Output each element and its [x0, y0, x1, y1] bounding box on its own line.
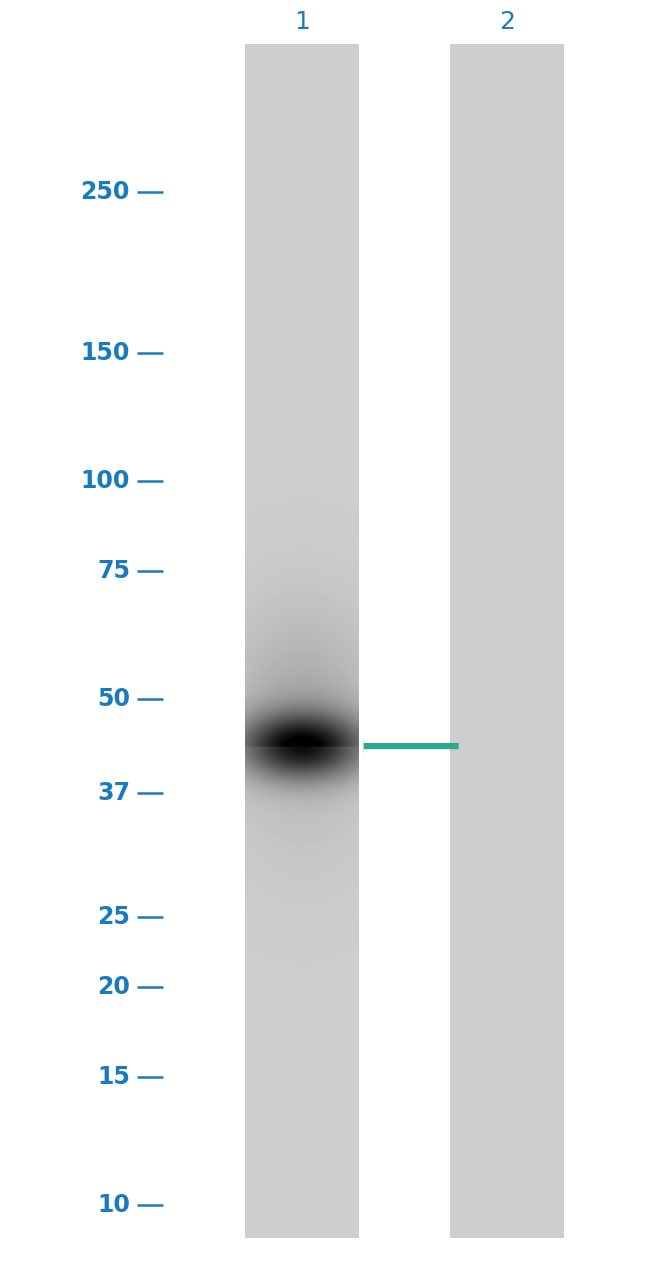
Text: 15: 15	[97, 1066, 130, 1090]
Text: 75: 75	[97, 559, 130, 583]
Text: 2: 2	[499, 10, 515, 34]
Text: 100: 100	[81, 469, 130, 493]
Text: 250: 250	[81, 180, 130, 204]
Bar	[450, 44, 564, 1238]
Text: 1: 1	[294, 10, 310, 34]
Text: 37: 37	[97, 781, 130, 805]
Text: 150: 150	[81, 340, 130, 364]
Text: 20: 20	[97, 975, 130, 999]
Text: 50: 50	[97, 687, 130, 711]
Text: 25: 25	[97, 904, 130, 928]
Text: 10: 10	[97, 1193, 130, 1217]
Bar	[246, 44, 359, 1238]
